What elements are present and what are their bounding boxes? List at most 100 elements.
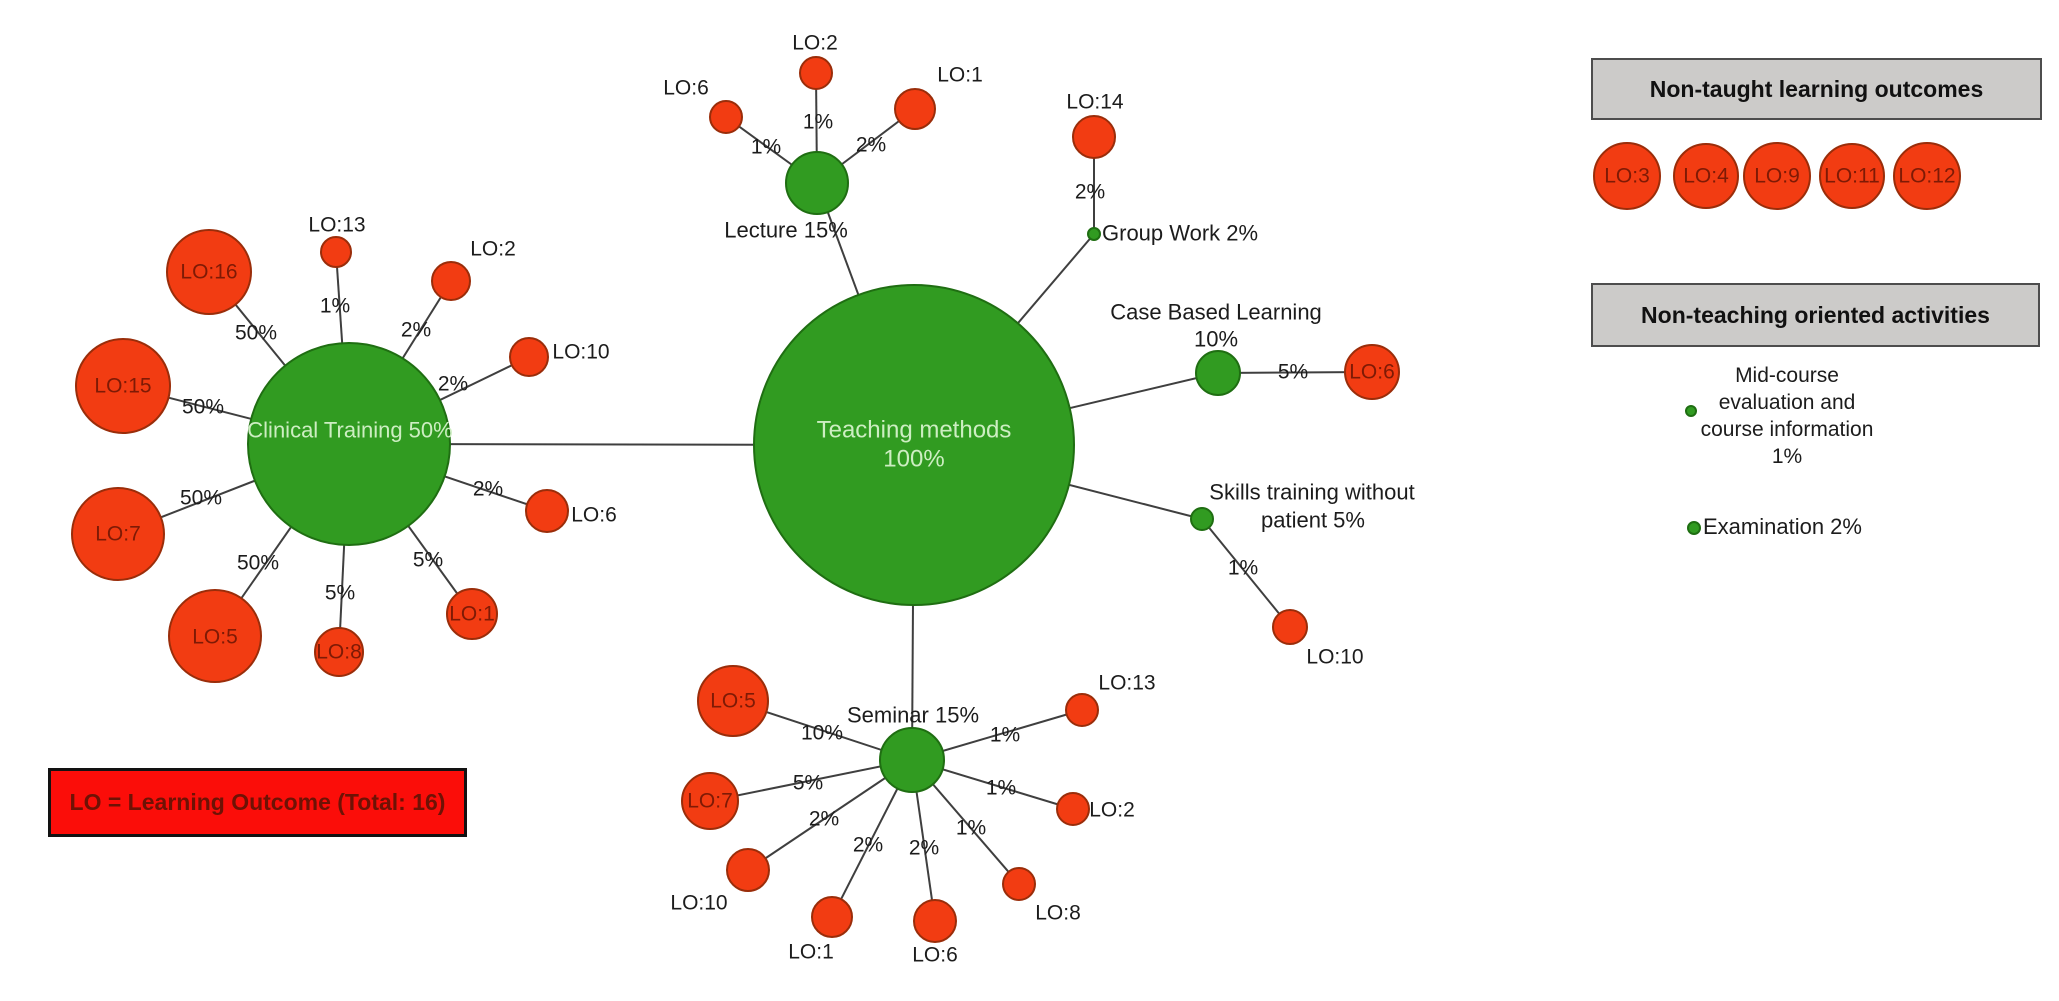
node-groupwork: [1087, 227, 1101, 241]
lo2-lecture-label: LO:2: [792, 32, 838, 55]
edge-pct-lecture-lo6: 1%: [751, 136, 781, 159]
lo8-seminar-label: LO:8: [1035, 902, 1081, 925]
lo16-clinical-label: LO:16: [180, 261, 237, 284]
edge-pct-clinical-lo7: 50%: [180, 487, 222, 510]
lo6-clinical-label: LO:6: [571, 504, 617, 527]
lo14-label: LO:14: [1066, 91, 1124, 114]
node-clinical: [247, 342, 451, 546]
node-lo6c: [525, 489, 569, 533]
node-lo16c: [166, 229, 252, 315]
node-lo10s: [726, 848, 770, 892]
lo6-lecture-label: LO:6: [663, 77, 709, 100]
lo12-legend-label: LO:12: [1898, 165, 1955, 188]
examination-label: Examination 2%: [1703, 514, 1862, 539]
clinical-training-label: Clinical Training 50%: [247, 418, 452, 443]
lo11-legend-label: LO:11: [1824, 165, 1880, 188]
edge-pct-seminar-lo5: 10%: [801, 722, 843, 745]
lo6-casebased-label: LO:6: [1349, 361, 1395, 384]
lo4-legend-label: LO:4: [1683, 165, 1729, 188]
edge-pct-groupwork-lo14: 2%: [1075, 181, 1105, 204]
node-lo12g: [1893, 142, 1961, 210]
node-lo11g: [1819, 143, 1885, 209]
edge-pct-seminar-lo6: 2%: [909, 837, 939, 860]
lo-definition-note-box: LO = Learning Outcome (Total: 16): [48, 768, 467, 837]
edge-pct-clinical-lo13: 1%: [320, 295, 350, 318]
node-teaching: [753, 284, 1075, 606]
edge-pct-clinical-lo6: 2%: [473, 478, 503, 501]
node-exam-dot: [1687, 521, 1701, 535]
lo13-seminar-label: LO:13: [1098, 672, 1155, 695]
lo10-skills-label: LO:10: [1306, 646, 1363, 669]
edge-pct-seminar-lo7: 5%: [793, 772, 823, 795]
edge-pct-clinical-lo8: 5%: [325, 582, 355, 605]
node-lo1s: [811, 896, 853, 938]
lo3-legend-label: LO:3: [1604, 165, 1650, 188]
node-lecture: [785, 151, 849, 215]
node-lo2l: [799, 56, 833, 90]
midcourse-line-2: evaluation and: [1718, 391, 1856, 414]
midcourse-line-3: course information: [1700, 418, 1874, 441]
legend-non-taught-title: Non-taught learning outcomes: [1649, 75, 1984, 102]
edge-pct-clinical-lo1: 5%: [413, 549, 443, 572]
node-lo1c: [446, 588, 498, 640]
case-based-learning-label: Case Based Learning: [1110, 300, 1322, 325]
node-lo2s: [1056, 792, 1090, 826]
node-lo10sk: [1272, 609, 1308, 645]
lo6-seminar-label: LO:6: [912, 944, 958, 967]
node-lo6s: [913, 899, 957, 943]
node-lo5s: [697, 665, 769, 737]
node-casebased: [1195, 350, 1241, 396]
node-lo14: [1072, 115, 1116, 159]
lo9-legend-label: LO:9: [1754, 165, 1800, 188]
lo2-clinical-label: LO:2: [470, 238, 516, 261]
lo1-seminar-label: LO:1: [788, 941, 834, 964]
skills-training-label-line2: patient 5%: [1261, 508, 1365, 533]
legend-non-teaching-title-box: Non-teaching oriented activities: [1591, 283, 2040, 347]
edge-pct-clinical-lo5: 50%: [237, 552, 279, 575]
lo-definition-note-text: LO = Learning Outcome (Total: 16): [69, 789, 446, 815]
lo7-seminar-label: LO:7: [687, 790, 733, 813]
midcourse-line-1: Mid-course: [1735, 364, 1839, 387]
seminar-label: Seminar 15%: [847, 703, 979, 728]
edge-pct-seminar-lo1: 2%: [853, 834, 883, 857]
node-lo6l: [709, 100, 743, 134]
node-lo7s: [681, 772, 739, 830]
node-lo13c: [320, 236, 352, 268]
edge-pct-clinical-lo15: 50%: [182, 396, 224, 419]
edge-pct-seminar-lo2: 1%: [986, 777, 1016, 800]
lo7-clinical-label: LO:7: [95, 523, 141, 546]
teaching-methods-pct: 100%: [883, 446, 944, 473]
edge-skills-lo10sk: [1201, 518, 1291, 628]
legend-non-teaching-title: Non-teaching oriented activities: [1641, 301, 1990, 328]
node-lo5c: [168, 589, 262, 683]
midcourse-line-4: 1%: [1771, 445, 1803, 468]
lo8-clinical-label: LO:8: [316, 641, 362, 664]
node-lo6cb: [1344, 344, 1400, 400]
node-lo9g: [1743, 142, 1811, 210]
node-lo3g: [1593, 142, 1661, 210]
lo1-clinical-label: LO:1: [449, 603, 495, 626]
edge-pct-seminar-lo13: 1%: [990, 724, 1020, 747]
node-skills: [1190, 507, 1214, 531]
lo1-lecture-label: LO:1: [937, 64, 983, 87]
node-seminar: [879, 727, 945, 793]
node-lo8s: [1002, 867, 1036, 901]
skills-training-label-line1: Skills training without: [1209, 480, 1414, 505]
node-lo1l: [894, 88, 936, 130]
lecture-label: Lecture 15%: [724, 218, 848, 243]
node-lo10c: [509, 337, 549, 377]
lo10-seminar-label: LO:10: [670, 892, 727, 915]
node-lo2c: [431, 261, 471, 301]
edge-pct-casebased-lo6: 5%: [1278, 361, 1308, 384]
node-lo15c: [75, 338, 171, 434]
node-lo13s: [1065, 693, 1099, 727]
node-lo7c: [71, 487, 165, 581]
lo13-clinical-label: LO:13: [308, 214, 365, 237]
case-based-learning-pct: 10%: [1194, 327, 1238, 352]
lo15-clinical-label: LO:15: [94, 375, 151, 398]
edge-pct-lecture-lo2: 1%: [803, 111, 833, 134]
lo5-clinical-label: LO:5: [192, 626, 238, 649]
legend-non-taught-title-box: Non-taught learning outcomes: [1591, 58, 2042, 120]
node-lo4g: [1673, 143, 1739, 209]
